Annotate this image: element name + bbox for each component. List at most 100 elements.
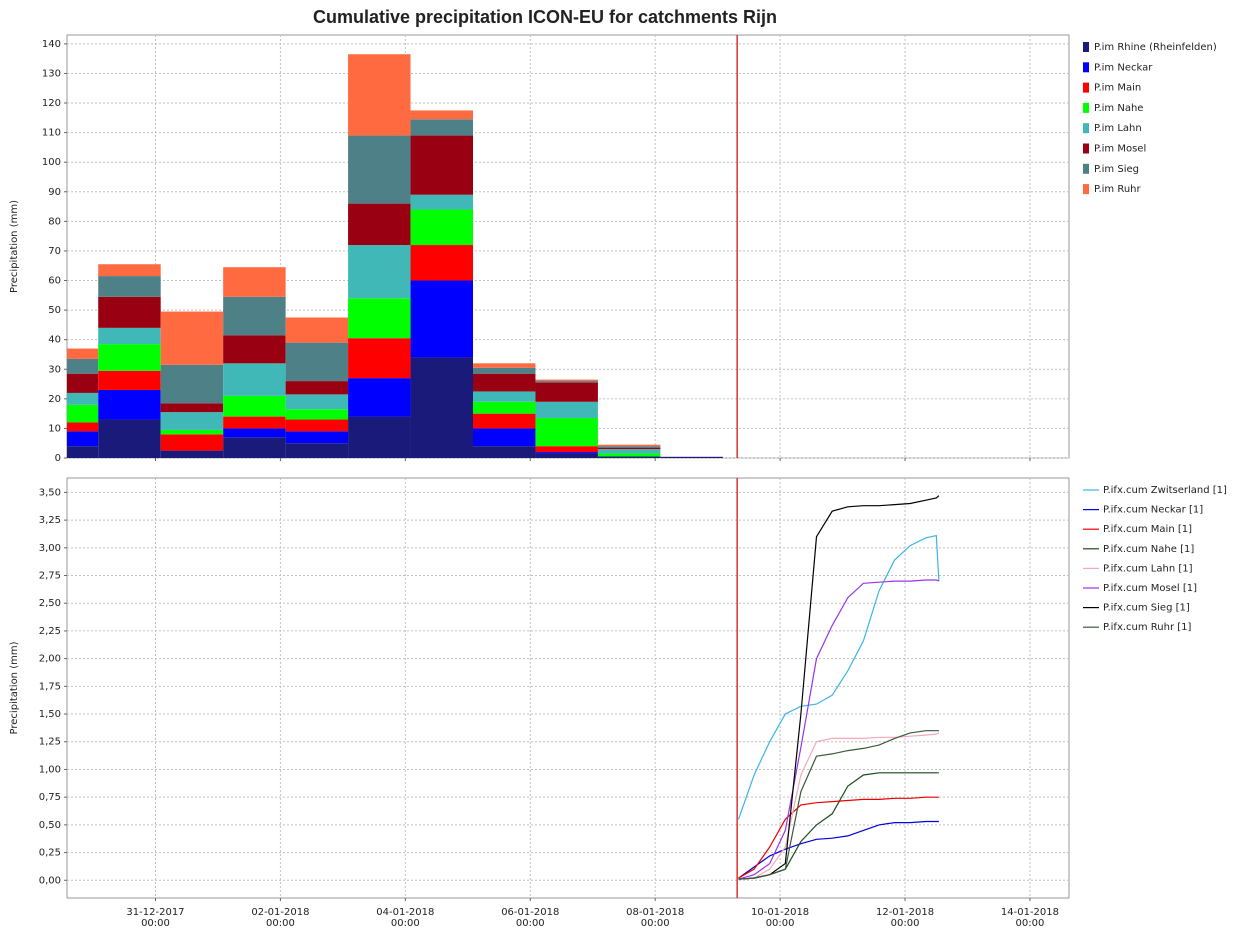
bar-segment [67,392,99,405]
bar-segment [285,419,349,432]
y-tick-label: 110 [42,128,61,139]
plot-marks [737,495,940,880]
y-tick-label: 1,50 [39,709,61,720]
bar-segment [473,391,536,402]
bar-segment [285,443,349,458]
bar-segment [410,194,474,210]
y-axis-label: Precipitation (mm) [9,200,20,293]
bar-segment [410,135,474,195]
x-tick-label: 12-01-2018 00:00 [876,907,934,929]
bar-segment [98,327,161,345]
legend-label: P.im Ruhr [1094,184,1142,195]
bar-segment [223,428,286,438]
bar-segment [223,416,286,429]
y-tick-label: 10 [48,423,61,434]
bar-segment [223,363,286,396]
y-tick-label: 2,75 [39,571,61,582]
plot-marks [67,54,723,458]
y-tick-label: 3,00 [39,543,61,554]
y-tick-label: 140 [42,39,61,50]
bar-segment [348,203,411,246]
y-tick-label: 0 [55,453,61,464]
x-tick-label: 08-01-2018 00:00 [626,907,684,929]
bar-segment [67,373,99,393]
legend-swatch [1083,82,1089,93]
bar-segment [160,403,224,413]
bar-segment [597,449,661,454]
y-tick-label: 2,50 [39,598,61,609]
bar-segment [348,135,411,204]
legend-label: P.ifx.cum Ruhr [1] [1103,622,1192,633]
y-tick-label: 30 [48,364,61,375]
bar-segment [98,344,161,371]
y-tick-label: 3,25 [39,515,61,526]
legend-swatch [1083,184,1089,195]
y-tick-label: 0,50 [39,820,61,831]
bar-segment [160,311,224,365]
legend-label: P.im Nahe [1094,103,1143,114]
bar-segment [67,404,99,423]
bar-segment [473,446,536,458]
y-tick-label: 1,00 [39,764,61,775]
bar-segment [223,296,286,336]
y-tick-label: 1,75 [39,681,61,692]
bar-segment [348,298,411,339]
legend-label: P.ifx.cum Sieg [1] [1103,603,1190,614]
y-tick-label: 1,25 [39,737,61,748]
bar-segment [348,338,411,379]
legend-label: P.ifx.cum Mosel [1] [1103,583,1197,594]
bar-segment [285,394,349,410]
bar-segment [67,348,99,359]
bar-segment [473,401,536,414]
y-tick-label: 120 [42,98,61,109]
bar-segment [160,412,224,430]
bar-segment [67,358,99,374]
y-tick-label: 90 [48,187,61,198]
bar-segment [285,431,349,444]
x-tick-label: 31-12-2017 00:00 [126,907,184,929]
bar-segment [160,450,224,458]
bar-segment [98,370,161,390]
bar-segment [98,276,161,297]
bar-segment [535,453,598,458]
y-tick-label: 50 [48,305,61,316]
bar-segment [410,110,474,120]
y-tick-label: 70 [48,246,61,257]
y-tick-label: 0,00 [39,875,61,886]
line [737,534,940,820]
bar-segment [348,54,411,136]
bar-segment [67,431,99,447]
legend-label: P.im Main [1094,83,1141,94]
legend-label: P.im Mosel [1094,144,1146,155]
bar-segment [223,437,286,458]
legend-label: P.im Rhine (Rheinfelden) [1094,42,1217,53]
bar-segment [535,418,598,447]
bar-segment [410,357,474,458]
bar-segment [410,209,474,246]
legend-label: P.im Neckar [1094,62,1153,73]
bar-segment [348,416,411,458]
line [738,730,939,880]
bar-segment [597,444,661,447]
bar-segment [348,245,411,299]
bar-segment [410,119,474,136]
bar-segment [535,401,598,419]
bar-segment [98,419,161,458]
y-tick-label: 80 [48,216,61,227]
bar-segment [473,428,536,447]
legend-swatch [1083,143,1089,154]
line [738,579,940,880]
bar-segment [410,280,474,358]
bar-segment [473,367,536,374]
legend-label: P.ifx.cum Neckar [1] [1103,505,1203,516]
legend-label: P.ifx.cum Lahn [1] [1103,563,1193,574]
bar-segment [285,342,349,382]
bar-segment [223,395,286,417]
bar-segment [160,434,224,451]
bar-segment [473,413,536,429]
bar-segment [473,373,536,392]
y-tick-label: 60 [48,276,61,287]
bar-segment [98,264,161,277]
chart-title: Cumulative precipitation ICON-EU for cat… [313,7,777,27]
